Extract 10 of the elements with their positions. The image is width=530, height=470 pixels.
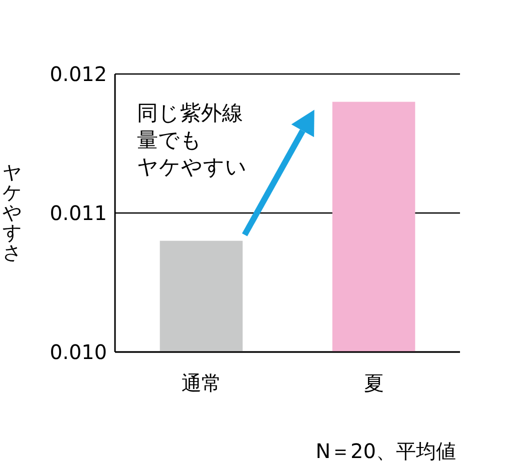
y-axis-title: ヤケやすさ [2,162,22,264]
annotation: ヤケやすい [137,155,247,179]
x-tick-label: 通常 [181,371,222,395]
text: N＝20、平均値 [316,439,456,463]
y-tick-label: 0.010 [50,340,107,364]
x-tick-label: 夏 [364,371,384,395]
annotation: 量でも [137,128,202,152]
y-tick-label: 0.011 [50,201,107,225]
annotation: 同じ紫外線 [137,101,243,125]
y-tick-label: 0.012 [50,62,107,86]
